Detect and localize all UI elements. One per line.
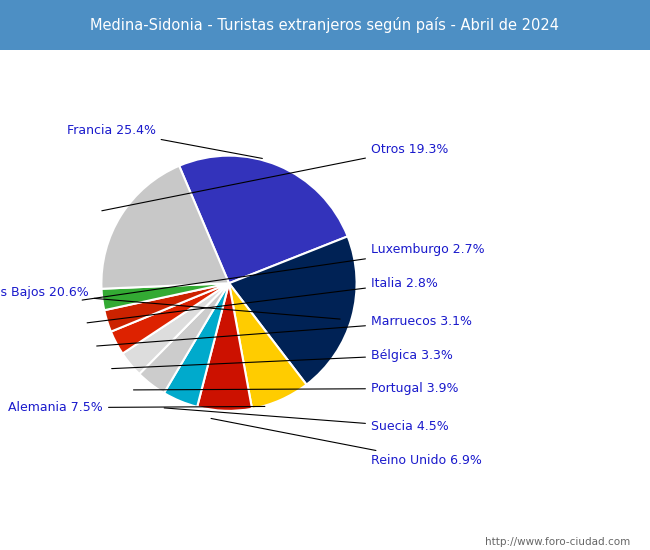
Wedge shape <box>101 166 229 289</box>
Text: Países Bajos 20.6%: Países Bajos 20.6% <box>0 287 340 319</box>
Text: Marruecos 3.1%: Marruecos 3.1% <box>97 315 472 346</box>
Text: Francia 25.4%: Francia 25.4% <box>67 124 263 158</box>
Text: Alemania 7.5%: Alemania 7.5% <box>8 401 265 414</box>
Text: Italia 2.8%: Italia 2.8% <box>87 277 438 323</box>
Wedge shape <box>164 283 229 407</box>
Wedge shape <box>104 283 229 332</box>
Text: http://www.foro-ciudad.com: http://www.foro-ciudad.com <box>486 537 630 547</box>
Text: Suecia 4.5%: Suecia 4.5% <box>164 408 448 433</box>
Text: Otros 19.3%: Otros 19.3% <box>102 143 448 211</box>
Wedge shape <box>229 236 357 384</box>
Wedge shape <box>111 283 229 354</box>
Wedge shape <box>139 283 229 393</box>
Text: Bélgica 3.3%: Bélgica 3.3% <box>112 349 453 368</box>
Wedge shape <box>122 283 229 374</box>
Text: Portugal 3.9%: Portugal 3.9% <box>133 382 458 395</box>
Wedge shape <box>179 156 348 283</box>
Text: Reino Unido 6.9%: Reino Unido 6.9% <box>211 419 482 467</box>
Wedge shape <box>229 283 307 409</box>
Wedge shape <box>197 283 252 411</box>
Text: Medina-Sidonia - Turistas extranjeros según país - Abril de 2024: Medina-Sidonia - Turistas extranjeros se… <box>90 16 560 33</box>
Wedge shape <box>101 283 229 310</box>
Text: Luxemburgo 2.7%: Luxemburgo 2.7% <box>82 243 485 300</box>
